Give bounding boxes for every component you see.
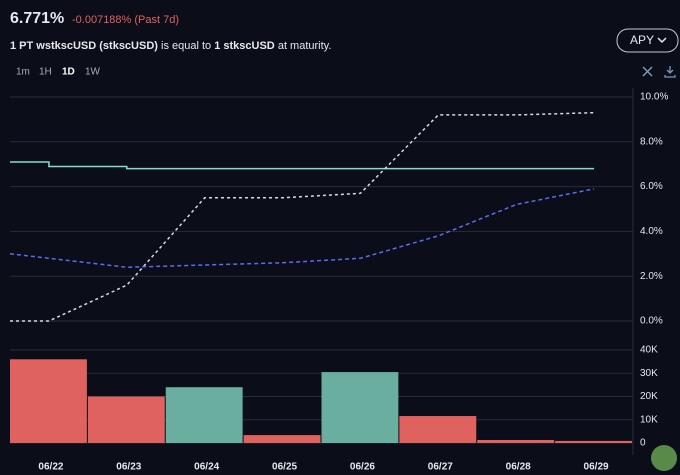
x-tick-label: 06/29: [584, 462, 609, 473]
y-tick-label: 20K: [640, 391, 658, 402]
change: -0.007188% (Past 7d): [72, 14, 179, 26]
y-tick-label: 6.0%: [640, 181, 663, 192]
selector-button[interactable]: APY: [616, 28, 679, 53]
interval-button[interactable]: 1W: [85, 67, 101, 78]
y-tick-label: 4.0%: [640, 226, 663, 237]
desc-part: at maturity.: [275, 40, 332, 52]
y-tick-label: 30K: [640, 368, 658, 379]
interval-button[interactable]: 1m: [16, 67, 30, 78]
bar: [10, 359, 87, 443]
bar: [477, 439, 555, 443]
bar: [87, 396, 165, 443]
selector-frame[interactable]: [616, 28, 679, 53]
line-series: [9, 188, 595, 268]
bar: [165, 387, 243, 443]
current-apy: 6.771%: [10, 10, 64, 27]
desc-part: 1 stkscUSD: [214, 40, 275, 52]
chevron[interactable]: [657, 37, 667, 44]
y-tick-label: 10.0%: [640, 92, 668, 103]
bar: [321, 372, 399, 443]
line-series: [10, 161, 595, 170]
tools-icon[interactable]: [642, 66, 653, 77]
interval-button[interactable]: 1H: [39, 67, 52, 78]
download-icon[interactable]: [664, 66, 676, 78]
x-tick-label: 06/28: [506, 462, 531, 473]
y-tick-label: 40K: [640, 345, 658, 356]
x-tick-label: 06/23: [116, 462, 141, 473]
bar: [555, 440, 632, 443]
y-tick-label: 0.0%: [640, 316, 663, 327]
bar: [399, 416, 477, 443]
x-tick-label: 06/26: [350, 462, 375, 473]
x-tick-label: 06/24: [194, 462, 219, 473]
y-tick-label: 10K: [640, 414, 658, 425]
x-tick-label: 06/22: [38, 462, 63, 473]
bar: [243, 435, 321, 443]
avatar: [651, 445, 677, 471]
interval-button[interactable]: 1D: [62, 67, 75, 78]
x-tick-label: 06/25: [272, 462, 297, 473]
y-tick-label: 0: [640, 438, 646, 449]
tools[interactable]: [642, 66, 676, 78]
y-tick-label: 8.0%: [640, 136, 663, 147]
desc-part: is equal to: [158, 40, 214, 52]
x-tick-label: 06/27: [428, 462, 453, 473]
y-tick-label: 2.0%: [640, 271, 663, 282]
description: 1 PT wstkscUSD (stkscUSD) is equal to 1 …: [10, 40, 331, 52]
selector-label[interactable]: APY: [630, 33, 654, 47]
line-series: [10, 111, 595, 322]
desc-part: 1 PT wstkscUSD (stkscUSD): [10, 40, 158, 52]
